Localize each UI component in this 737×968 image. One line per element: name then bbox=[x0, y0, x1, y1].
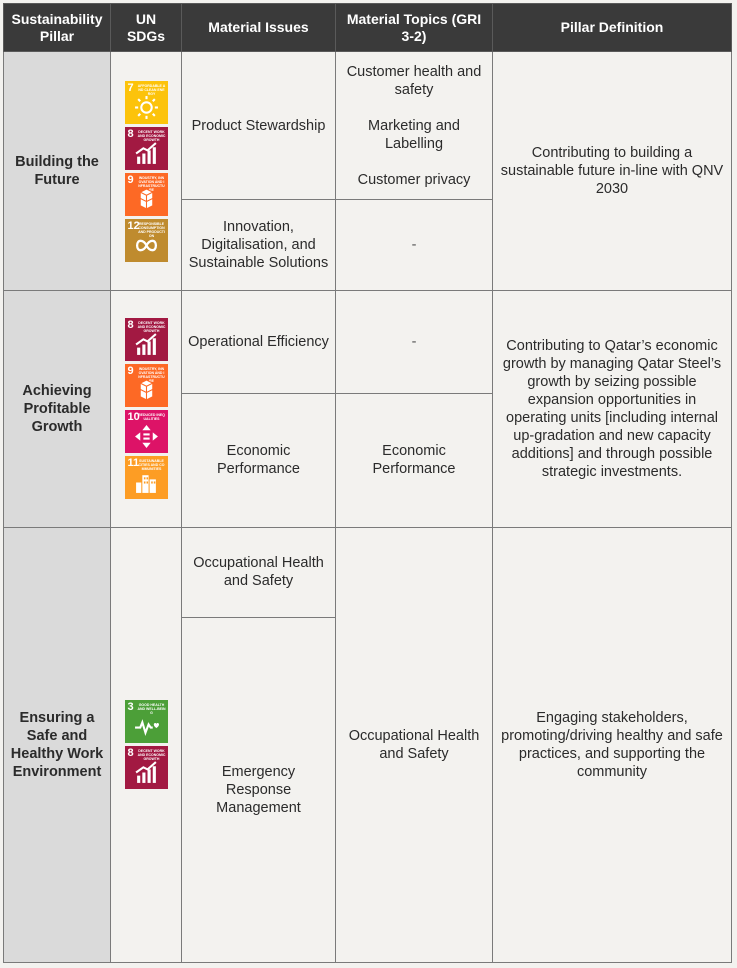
sdg-8-badge: 8 Decent work and economic growth bbox=[124, 746, 168, 790]
definition-achieving-profitable-growth: Contributing to Qatar’s economic growth … bbox=[492, 290, 732, 528]
sdg-cell: 7 Affordable and clean energy 8 Decent wor… bbox=[110, 50, 182, 292]
sdg-9-badge: 9 Industry, innovation and infrastructure bbox=[124, 172, 168, 216]
topic-none: - bbox=[335, 199, 493, 292]
header-material-issues: Material Issues bbox=[181, 3, 336, 52]
sustainability-framework-table: Sustainability Pillar UN SDGs Material I… bbox=[3, 3, 732, 964]
topic-economic-performance: Economic Performance bbox=[335, 393, 493, 528]
infinity-icon bbox=[135, 239, 157, 251]
topic-marketing-and-labelling: Marketing and Labelling bbox=[368, 117, 460, 152]
sdg-12-badge: 12 Responsible consumption and production bbox=[124, 218, 168, 262]
topic-customer-health-and-safety: Customer health and safety bbox=[346, 63, 482, 98]
cubes-icon bbox=[138, 188, 154, 210]
sdg-11-badge: 11 Sustainable cities and communities bbox=[124, 456, 168, 500]
issue-innovation-digitalisation: Innovation, Digitalisation, and Sustaina… bbox=[181, 199, 336, 292]
sdg-8-badge: 8 Decent work and economic growth bbox=[124, 318, 168, 362]
table-row: Achieving Profitable Growth 8 Decent work… bbox=[3, 290, 732, 528]
header-un-sdgs: UN SDGs bbox=[110, 3, 182, 52]
definition-ensuring-safe-healthy-work-environment: Engaging stakeholders, promoting/driving… bbox=[492, 526, 732, 963]
sdg-8-badge: 8 Decent work and economic growth bbox=[124, 126, 168, 170]
topics-product-stewardship: Customer health and safety Marketing and… bbox=[335, 50, 493, 201]
heartbeat-icon bbox=[134, 719, 159, 737]
cubes-icon bbox=[138, 379, 154, 402]
issue-occupational-health-and-safety: Occupational Health and Safety bbox=[181, 526, 336, 618]
pillar-ensuring-safe-healthy-work-environment: Ensuring a Safe and Healthy Work Environ… bbox=[3, 526, 111, 963]
pillar-achieving-profitable-growth: Achieving Profitable Growth bbox=[3, 290, 111, 528]
growth-chart-icon bbox=[134, 141, 157, 164]
issue-economic-performance: Economic Performance bbox=[181, 393, 336, 528]
sdg-cell: 8 Decent work and economic growth 9 Indust… bbox=[110, 290, 182, 528]
table-row: Ensuring a Safe and Healthy Work Environ… bbox=[3, 526, 732, 963]
sdg-cell: 3 Good health and well-being 8 Decent work… bbox=[110, 526, 182, 963]
topic-none: - bbox=[335, 290, 493, 395]
table-row: Economic Performance Economic Performanc… bbox=[4, 393, 732, 528]
definition-building-the-future: Contributing to building a sustainable f… bbox=[492, 50, 732, 292]
header-material-topics: Material Topics (GRI 3-2) bbox=[335, 3, 493, 52]
issue-product-stewardship: Product Stewardship bbox=[181, 50, 336, 201]
sdg-10-badge: 10 Reduced inequalities bbox=[124, 410, 168, 454]
header-row: Sustainability Pillar UN SDGs Material I… bbox=[3, 3, 732, 52]
city-buildings-icon bbox=[135, 475, 156, 494]
header-sustainability-pillar: Sustainability Pillar bbox=[3, 3, 111, 52]
sdg-7-badge: 7 Affordable and clean energy bbox=[124, 80, 168, 124]
sun-icon bbox=[134, 95, 158, 119]
issue-emergency-response-management: Emergency Response Management bbox=[181, 616, 336, 964]
sdg-3-badge: 3 Good health and well-being bbox=[124, 700, 168, 744]
pillar-building-the-future: Building the Future bbox=[3, 50, 111, 292]
equality-arrows-icon bbox=[134, 425, 158, 449]
table-row: Building the Future 7 Affordable and clea… bbox=[3, 50, 732, 292]
issue-operational-efficiency: Operational Efficiency bbox=[181, 290, 336, 395]
table-row: Innovation, Digitalisation, and Sustaina… bbox=[4, 199, 732, 292]
topic-customer-privacy: Customer privacy bbox=[357, 171, 471, 188]
table-row: Emergency Response Management bbox=[4, 616, 732, 964]
growth-chart-icon bbox=[134, 761, 157, 784]
sdg-9-badge: 9 Industry, innovation and infrastructure bbox=[124, 364, 168, 408]
header-pillar-definition: Pillar Definition bbox=[492, 3, 732, 52]
topic-occupational-health-and-safety: Occupational Health and Safety bbox=[335, 526, 493, 963]
growth-chart-icon bbox=[134, 333, 157, 356]
